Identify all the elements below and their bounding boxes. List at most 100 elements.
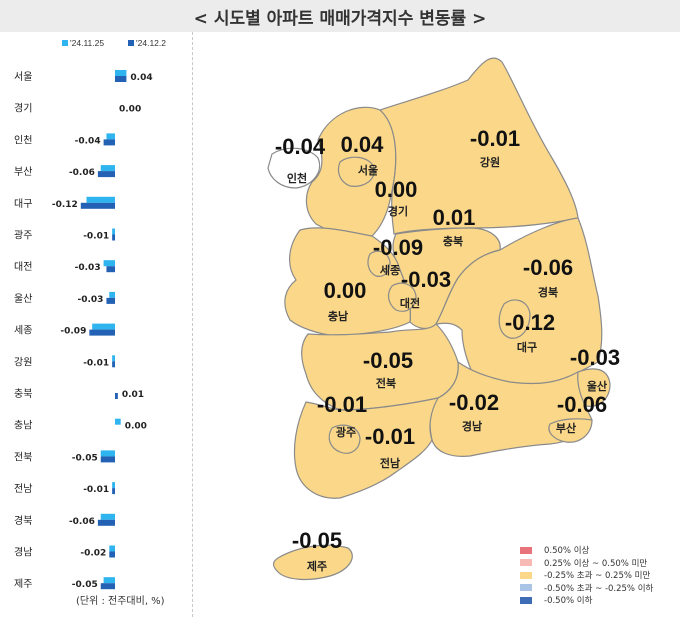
map-region-name: 충북 [443, 234, 463, 248]
bar-curr [112, 234, 115, 241]
bar-curr [100, 583, 115, 590]
bar-value-label: -0.02 [80, 549, 106, 559]
legend-row: -0.25% 초과 ~ 0.25% 미만 [520, 569, 653, 582]
legend-label: -0.50% 이하 [544, 596, 593, 607]
bar-curr [106, 297, 115, 304]
region-incheon [267, 147, 321, 189]
map-value-label: 0.00 [324, 278, 367, 303]
map-value-label: -0.01 [317, 392, 367, 417]
region-sejong [367, 250, 391, 277]
bar-curr [109, 551, 115, 558]
map-value-label: -0.06 [523, 255, 573, 280]
legend-label: -0.25% 초과 ~ 0.25% 미만 [544, 571, 651, 582]
category-label: 인천 [14, 134, 32, 146]
bar-prev [86, 196, 115, 203]
region-seoul [337, 156, 375, 187]
map-value-label: 0.01 [433, 205, 476, 230]
bar-value-label: -0.01 [83, 485, 109, 495]
region-jeonnam [293, 397, 440, 499]
region-daejeon [387, 282, 417, 312]
bar-value-label: 0.00 [119, 105, 141, 115]
color-legend: 0.50% 이상 0.25% 이상 ~ 0.50% 미만 -0.25% 초과 ~ 0… [520, 544, 653, 607]
map-value-label: -0.12 [505, 310, 555, 335]
map-region-name: 전남 [380, 456, 400, 470]
map-value-label: -0.05 [292, 528, 342, 553]
bar-value-label: 0.00 [125, 422, 147, 432]
map-region-name: 울산 [587, 379, 607, 393]
map-value-label: -0.04 [275, 134, 326, 159]
bar-prev [103, 260, 115, 267]
bar-curr [100, 456, 115, 463]
map-value-label: -0.02 [449, 390, 499, 415]
bar-prev [106, 133, 115, 140]
category-label: 서울 [14, 71, 32, 83]
bar-curr [112, 361, 115, 368]
legend-label-2: '24.12.2 [136, 38, 166, 48]
map-value-label: -0.03 [570, 345, 620, 370]
map-value-label: -0.09 [373, 235, 423, 260]
bar-value-label: -0.01 [83, 232, 109, 242]
map-region-name: 서울 [358, 163, 378, 177]
category-label: 부산 [14, 166, 32, 178]
bar-chart: '24.11.25 '24.12.2 서울 0.04 경기 0.00 인천 -0.04 부산 -0… [14, 38, 166, 590]
bar-chart-panel [2, 32, 193, 617]
legend-label-1: '24.11.25 [70, 38, 104, 48]
bar-curr [89, 329, 115, 336]
category-label: 전남 [14, 483, 32, 495]
bar-value-label: -0.04 [75, 136, 101, 146]
bar-value-label: -0.05 [72, 580, 98, 590]
category-label: 대구 [14, 198, 32, 210]
category-label: 경북 [14, 514, 32, 527]
bar-value-label: -0.01 [83, 358, 109, 368]
map-value-label: 0.00 [375, 177, 418, 202]
map-region-name: 경북 [538, 285, 558, 299]
bar-prev [109, 291, 115, 298]
legend-swatch [520, 596, 532, 604]
bar-curr [97, 171, 115, 178]
bar-prev [100, 513, 115, 520]
map-region-name: 인천 [287, 171, 307, 185]
legend-label: 0.25% 이상 ~ 0.50% 미만 [544, 558, 648, 569]
bar-value-label: -0.06 [69, 168, 95, 178]
map-value-label: -0.05 [363, 348, 413, 373]
bar-value-label: -0.12 [52, 200, 78, 210]
region-busan [548, 418, 593, 443]
category-label: 강원 [14, 356, 32, 368]
bar-value-label: -0.09 [60, 327, 86, 337]
map-region-name: 제주 [307, 559, 327, 573]
bar-prev [115, 70, 127, 76]
legend-swatch-1 [62, 40, 68, 46]
bar-curr [97, 519, 115, 526]
bar-prev [100, 165, 115, 172]
bar-prev [112, 228, 115, 235]
bar-prev [100, 450, 115, 457]
category-label: 제주 [14, 578, 32, 590]
category-label: 전북 [14, 451, 32, 463]
map-region-name: 부산 [556, 421, 576, 435]
bar-curr [115, 76, 127, 82]
legend-swatch-2 [128, 40, 134, 46]
bar-value-label: -0.03 [75, 263, 101, 273]
bar-curr [103, 139, 115, 146]
category-label: 대전 [14, 261, 32, 273]
map-region-name: 대구 [517, 340, 537, 354]
map-value-label: -0.03 [401, 267, 451, 292]
bar-curr [106, 266, 115, 273]
bar-prev [112, 355, 115, 362]
legend-row: 0.50% 이상 [520, 544, 653, 557]
map-value-label: 0.04 [341, 132, 385, 157]
map-region-name: 전북 [376, 376, 396, 390]
map-value-label: -0.01 [365, 424, 415, 449]
legend-row: 0.25% 이상 ~ 0.50% 미만 [520, 557, 653, 570]
map-regions [267, 57, 611, 581]
bar-curr [112, 488, 115, 495]
bar-curr [80, 202, 115, 209]
category-label: 충북 [14, 388, 32, 400]
chart-title: < 시도별 아파트 매매가격지수 변동률 > [0, 0, 680, 32]
map-region-name: 경남 [462, 419, 482, 433]
legend-label: -0.50% 초과 ~ -0.25% 이하 [544, 583, 654, 594]
map-region-name: 충남 [328, 309, 348, 323]
bar-prev [109, 545, 115, 552]
